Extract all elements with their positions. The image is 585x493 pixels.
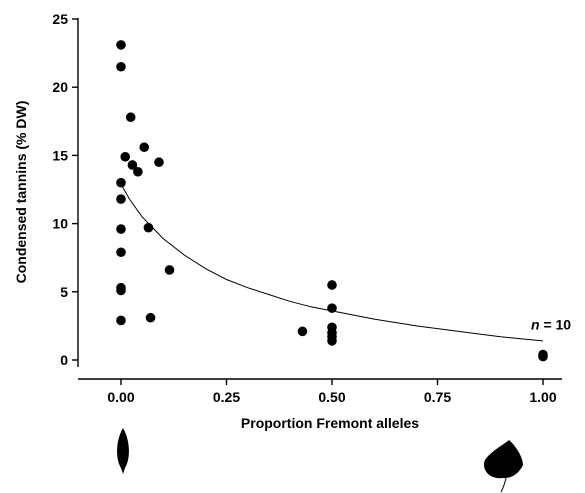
y-tick-label: 20 — [52, 79, 68, 95]
y-tick-label: 0 — [60, 352, 68, 368]
data-point — [116, 315, 126, 326]
data-point — [125, 112, 136, 123]
data-point — [116, 247, 126, 258]
data-point — [538, 351, 548, 362]
data-point — [297, 326, 308, 337]
x-axis-title: Proportion Fremont alleles — [241, 415, 419, 431]
data-point — [145, 312, 156, 323]
x-tick-label: 1.00 — [529, 389, 556, 405]
data-point — [154, 157, 164, 168]
x-tick-label: 0.00 — [107, 389, 134, 405]
data-point — [116, 177, 126, 188]
data-point — [116, 61, 126, 72]
y-tick-label: 25 — [52, 11, 68, 27]
x-tick-label: 0.75 — [424, 389, 451, 405]
data-point — [116, 285, 126, 296]
data-point — [120, 151, 131, 162]
fremont-cottonwood-leaf-icon — [483, 440, 523, 493]
data-points — [116, 40, 548, 362]
data-point — [116, 194, 126, 204]
x-ticks: 0.00 0.25 0.50 0.75 1.00 — [107, 379, 557, 405]
data-point — [127, 160, 138, 170]
x-tick-label: 0.25 — [213, 389, 240, 405]
y-tick-label: 5 — [60, 284, 68, 300]
narrowleaf-cottonwood-leaf-icon — [117, 428, 129, 474]
fit-curve — [120, 183, 544, 342]
data-point — [327, 280, 337, 290]
data-point — [116, 224, 126, 234]
data-point — [327, 336, 337, 346]
data-point — [116, 40, 126, 50]
data-point — [139, 142, 150, 153]
y-tick-label: 15 — [52, 147, 68, 163]
n-annotation: n = 10 — [531, 317, 571, 333]
x-tick-label: 0.50 — [318, 389, 345, 405]
data-point — [327, 303, 337, 313]
y-ticks: 0 5 10 15 20 25 — [52, 11, 78, 368]
axes — [77, 18, 562, 380]
n-annotation-rest: = 10 — [540, 317, 572, 333]
y-axis-title: Condensed tannins (% DW) — [13, 101, 29, 284]
data-point — [143, 222, 154, 233]
data-point — [133, 166, 143, 177]
n-annotation-italic: n — [531, 317, 540, 333]
data-point — [164, 265, 175, 275]
y-tick-label: 10 — [52, 216, 68, 232]
